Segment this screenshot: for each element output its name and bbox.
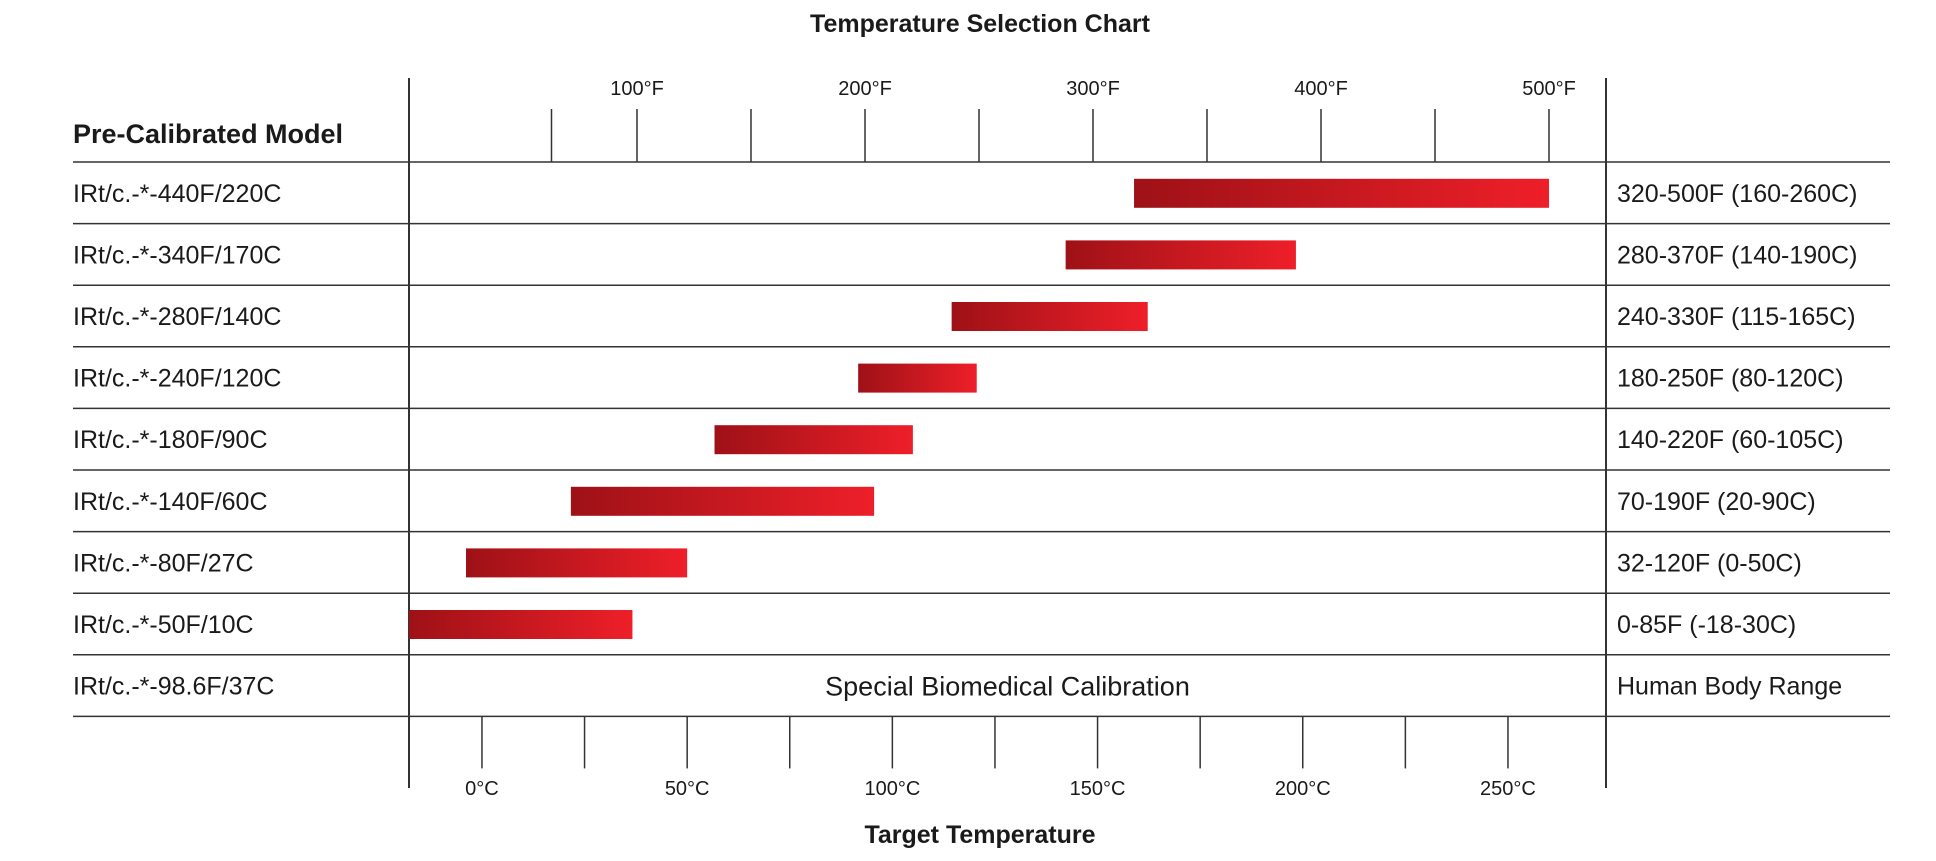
chart-row: IRt/c.-*-98.6F/37C Human Body Range Specia… bbox=[73, 672, 1842, 702]
range-label: 0-85F (-18-30C) bbox=[1617, 611, 1796, 639]
range-bar bbox=[951, 302, 1148, 331]
rows: IRt/c.-*-440F/220C 320-500F (160-260C)IRt… bbox=[73, 178, 1857, 702]
chart-row: IRt/c.-*-240F/120C 180-250F (80-120C) bbox=[73, 363, 1844, 393]
range-label: 140-220F (60-105C) bbox=[1617, 426, 1844, 454]
row-header: Pre-Calibrated Model bbox=[73, 119, 343, 149]
chart-row: IRt/c.-*-440F/220C 320-500F (160-260C) bbox=[73, 178, 1857, 208]
x-axis-label: Target Temperature bbox=[864, 821, 1095, 849]
bottom-axis-tick-label: 100°C bbox=[864, 778, 920, 800]
top-axis-tick-label: 100°F bbox=[610, 78, 664, 100]
range-bar bbox=[714, 425, 913, 455]
chart-row: IRt/c.-*-50F/10C 0-85F (-18-30C) bbox=[73, 610, 1796, 639]
range-label: 240-330F (115-165C) bbox=[1617, 303, 1856, 331]
grid-lines bbox=[73, 78, 1890, 788]
model-label: IRt/c.-*-98.6F/37C bbox=[73, 673, 274, 701]
top-axis: 100°F 200°F 300°F 400°F 500°F bbox=[550, 78, 1576, 162]
range-bar bbox=[466, 548, 688, 578]
top-axis-tick-label: 500°F bbox=[1522, 78, 1576, 100]
model-label: IRt/c.-*-240F/120C bbox=[73, 365, 281, 393]
range-label: 70-190F (20-90C) bbox=[1617, 488, 1816, 516]
bottom-axis: 0°C 50°C 100°C 150°C 200°C 250°C bbox=[465, 716, 1536, 800]
bottom-axis-tick-label: 0°C bbox=[465, 778, 499, 800]
chart-row: IRt/c.-*-140F/60C 70-190F (20-90C) bbox=[73, 486, 1816, 516]
model-label: IRt/c.-*-50F/10C bbox=[73, 611, 254, 639]
range-bar bbox=[858, 363, 977, 393]
chart-row: IRt/c.-*-80F/27C 32-120F (0-50C) bbox=[73, 548, 1802, 578]
chart-title: Temperature Selection Chart bbox=[810, 10, 1151, 38]
chart-row: IRt/c.-*-340F/170C 280-370F (140-190C) bbox=[73, 240, 1857, 270]
bottom-axis-tick-label: 50°C bbox=[665, 778, 710, 800]
model-label: IRt/c.-*-280F/140C bbox=[73, 303, 281, 331]
top-axis-tick-label: 200°F bbox=[838, 78, 892, 100]
range-label: 320-500F (160-260C) bbox=[1617, 180, 1857, 208]
range-label: 180-250F (80-120C) bbox=[1617, 365, 1844, 393]
model-label: IRt/c.-*-80F/27C bbox=[73, 549, 254, 577]
bottom-axis-tick-label: 150°C bbox=[1070, 778, 1126, 800]
model-label: IRt/c.-*-440F/220C bbox=[73, 180, 281, 208]
bottom-axis-tick-label: 250°C bbox=[1480, 778, 1536, 800]
range-label: 32-120F (0-50C) bbox=[1617, 549, 1802, 577]
range-label: 280-370F (140-190C) bbox=[1617, 241, 1857, 269]
chart-row: IRt/c.-*-180F/90C 140-220F (60-105C) bbox=[73, 425, 1844, 455]
range-bar bbox=[1065, 240, 1296, 270]
range-bar bbox=[409, 610, 633, 639]
top-axis-tick-label: 300°F bbox=[1066, 78, 1120, 100]
range-bar bbox=[570, 486, 875, 516]
top-axis-tick-label: 400°F bbox=[1294, 78, 1348, 100]
model-label: IRt/c.-*-180F/90C bbox=[73, 426, 268, 454]
chart-row: IRt/c.-*-280F/140C 240-330F (115-165C) bbox=[73, 302, 1856, 331]
range-bar bbox=[1134, 178, 1549, 208]
model-label: IRt/c.-*-340F/170C bbox=[73, 241, 281, 269]
model-label: IRt/c.-*-140F/60C bbox=[73, 488, 268, 516]
special-calibration-label: Special Biomedical Calibration bbox=[825, 672, 1190, 702]
range-label: Human Body Range bbox=[1617, 673, 1842, 701]
bottom-axis-tick-label: 200°C bbox=[1275, 778, 1331, 800]
